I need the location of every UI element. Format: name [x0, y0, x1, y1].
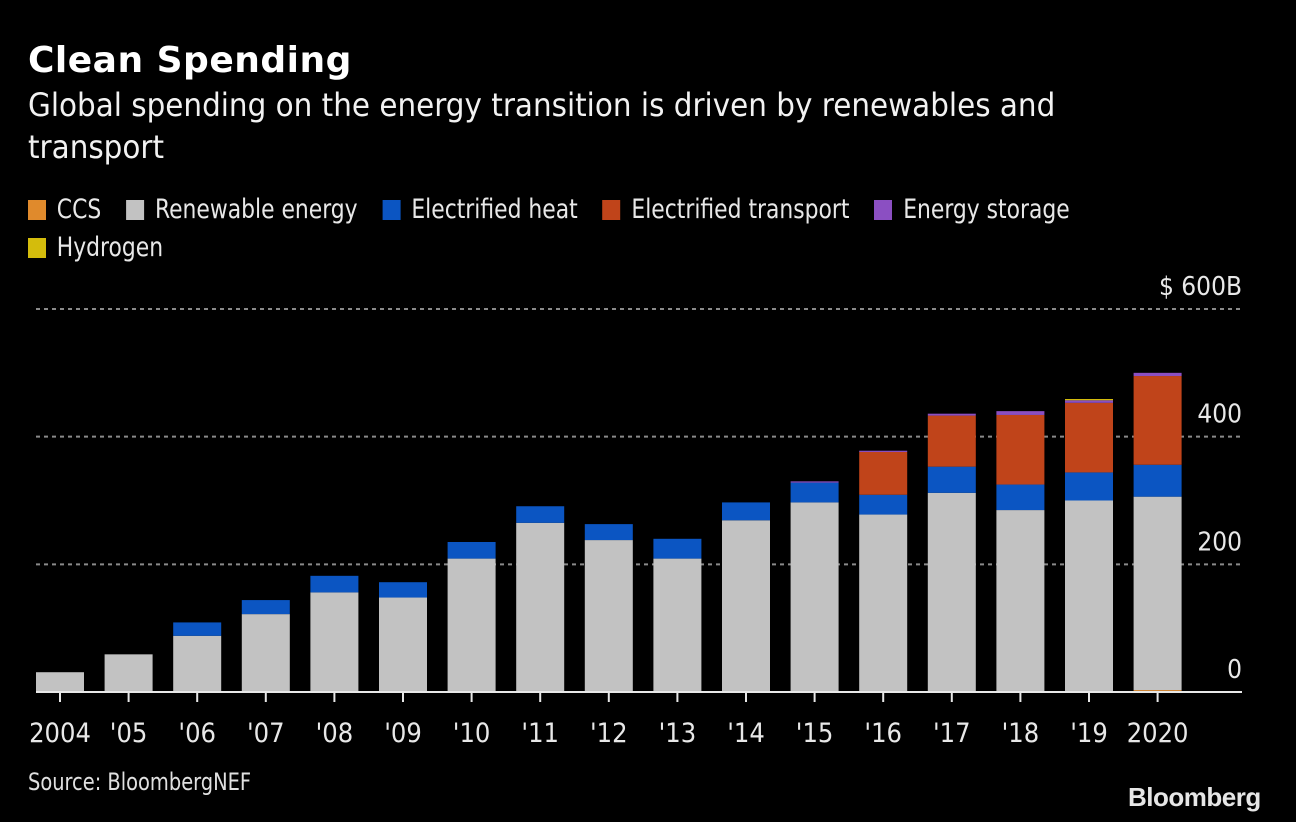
bar-segment-energy-storage — [927, 413, 976, 416]
legend-label: Hydrogen — [56, 232, 164, 263]
bar-segment-electrified-heat — [516, 506, 565, 523]
bar-segment-electrified-heat — [1065, 472, 1113, 501]
bar-segment-energy-storage — [790, 481, 839, 483]
bar-segment-renewable-energy — [310, 592, 359, 692]
x-tick-label: '13 — [659, 718, 697, 749]
bar-segment-electrified-heat — [1133, 464, 1182, 497]
bar-segment-electrified-transport — [996, 414, 1045, 485]
x-tick-label: '11 — [521, 718, 559, 749]
bar-segment-renewable-energy — [104, 654, 153, 692]
bar-segment-renewable-energy — [173, 635, 222, 692]
bar-segment-electrified-heat — [584, 524, 633, 541]
bar-segment-electrified-heat — [447, 541, 496, 559]
x-tick-label: '15 — [796, 718, 834, 749]
source-note: Source: BloombergNEF — [28, 768, 252, 796]
x-tick-label: '09 — [384, 718, 422, 749]
bar-segment-renewable-energy — [927, 492, 976, 692]
gridlines — [36, 308, 1242, 566]
legend-swatch-electrified-heat — [382, 200, 401, 220]
legend-label: Electrified transport — [631, 194, 850, 225]
legend: CCS Renewable energy Electrified heat El… — [28, 192, 1198, 268]
bar-segment-renewable-energy — [1065, 500, 1113, 692]
bar-segment-renewable-energy — [241, 614, 290, 692]
chart-subtitle: Global spending on the energy transition… — [28, 86, 1056, 166]
bar-segment-electrified-transport — [1065, 402, 1113, 473]
bar-segment-renewable-energy — [996, 510, 1045, 692]
bar-segment-electrified-heat — [996, 484, 1045, 511]
x-tick-label: '17 — [933, 718, 971, 749]
bar-segment-electrified-heat — [379, 582, 427, 598]
x-axis — [36, 691, 1242, 702]
x-tick-label: '05 — [110, 718, 148, 749]
legend-row-2: Hydrogen — [28, 230, 1198, 268]
y-tick-label: 200 — [1197, 527, 1242, 557]
legend-swatch-hydrogen — [28, 238, 46, 258]
legend-label: Electrified heat — [411, 194, 578, 225]
x-tick-label: '12 — [590, 718, 628, 749]
bloomberg-logo: Bloomberg — [1128, 782, 1261, 812]
x-tick-label: '06 — [178, 718, 216, 749]
bar-segment-electrified-transport — [1133, 376, 1182, 465]
x-tick-label: '07 — [247, 718, 285, 749]
bar-segment-electrified-heat — [310, 575, 359, 593]
legend-label: CCS — [56, 194, 102, 225]
bar-segment-renewable-energy — [36, 672, 84, 692]
legend-item-electrified-heat: Electrified heat — [382, 192, 578, 228]
y-axis-labels: 0 200 400 $ 600B — [1159, 272, 1242, 685]
bar-segment-electrified-heat — [859, 494, 908, 515]
bar-segment-electrified-heat — [173, 622, 222, 636]
bar-segment-electrified-transport — [859, 451, 908, 495]
bar-segment-energy-storage — [996, 411, 1045, 415]
legend-item-renewable-energy: Renewable energy — [126, 192, 358, 228]
legend-label: Renewable energy — [154, 194, 358, 225]
legend-swatch-electrified-transport — [602, 200, 621, 220]
bar-segment-renewable-energy — [790, 502, 839, 692]
bar-segment-hydrogen — [1065, 399, 1113, 401]
bar-segment-electrified-heat — [927, 466, 976, 493]
bar-segment-electrified-heat — [722, 502, 770, 521]
legend-swatch-energy-storage — [874, 200, 893, 220]
y-tick-label: 400 — [1197, 400, 1242, 430]
x-tick-label: 2020 — [1127, 718, 1189, 749]
bar-segment-energy-storage — [859, 450, 908, 452]
bar-segment-renewable-energy — [584, 540, 633, 692]
y-tick-label: $ 600B — [1159, 272, 1242, 302]
bar-segment-renewable-energy — [447, 558, 496, 692]
bar-segment-energy-storage — [1065, 400, 1113, 403]
x-tick-label: '18 — [1002, 718, 1040, 749]
bar-segment-electrified-transport — [927, 415, 976, 467]
bar-segment-renewable-energy — [1133, 496, 1182, 691]
legend-item-electrified-transport: Electrified transport — [602, 192, 850, 228]
x-tick-label: '14 — [727, 718, 765, 749]
x-tick-label: '08 — [316, 718, 354, 749]
y-tick-label: 0 — [1227, 655, 1242, 685]
bar-segment-renewable-energy — [379, 597, 427, 692]
bar-segment-electrified-heat — [241, 600, 290, 615]
bar-segment-electrified-heat — [790, 482, 839, 503]
bar-segment-renewable-energy — [859, 514, 908, 692]
x-tick-label: 2004 — [29, 718, 91, 749]
legend-swatch-renewable-energy — [126, 200, 145, 220]
bar-segment-renewable-energy — [516, 522, 565, 692]
legend-item-hydrogen: Hydrogen — [28, 230, 163, 266]
bar-segment-electrified-heat — [653, 538, 702, 559]
x-tick-label: '16 — [864, 718, 902, 749]
legend-item-energy-storage: Energy storage — [874, 192, 1070, 228]
legend-item-ccs: CCS — [28, 192, 101, 228]
legend-swatch-ccs — [28, 200, 46, 220]
bar-segment-renewable-energy — [653, 558, 702, 692]
bar-segment-energy-storage — [1133, 372, 1182, 377]
x-tick-label: '10 — [453, 718, 491, 749]
bar-segment-renewable-energy — [722, 520, 770, 692]
legend-label: Energy storage — [903, 194, 1070, 225]
chart-title: Clean Spending — [28, 40, 352, 81]
x-axis-labels: 2004 '05 '06 '07 '08 '09 '10 '11 '12 '13 '14 '15 '16… — [29, 718, 1188, 749]
bars — [36, 372, 1182, 692]
x-tick-label: '19 — [1070, 718, 1108, 749]
